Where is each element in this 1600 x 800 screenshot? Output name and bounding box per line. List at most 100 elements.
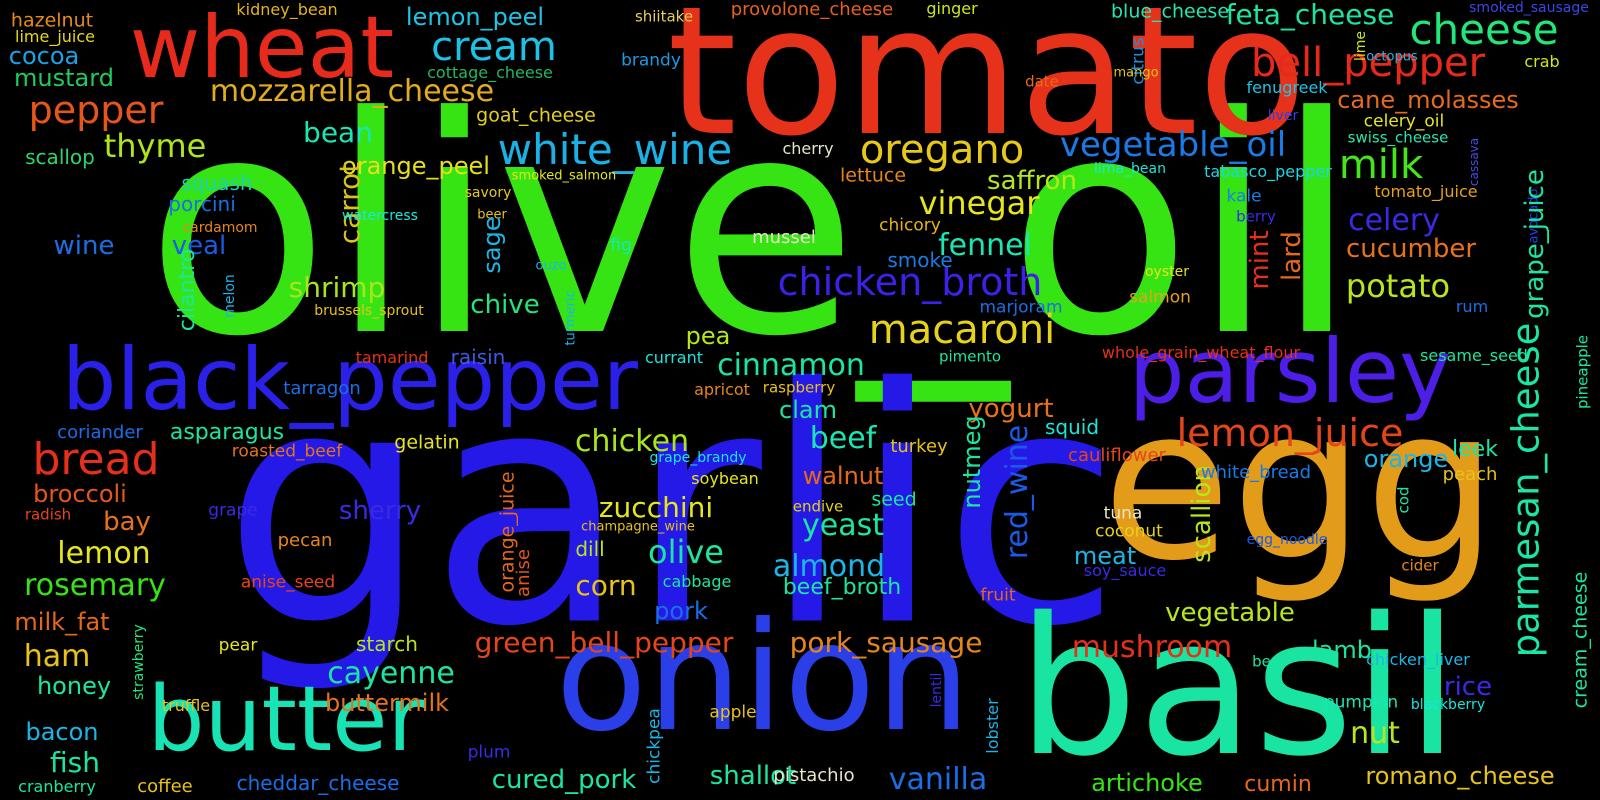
word-milk: milk bbox=[1338, 142, 1424, 188]
word-mustard: mustard bbox=[14, 64, 114, 92]
word-romano-cheese: romano_cheese bbox=[1365, 762, 1555, 790]
word-salmon: salmon bbox=[1129, 287, 1191, 308]
word-almond: almond bbox=[772, 549, 886, 584]
word-octopus: octopus bbox=[1366, 49, 1418, 65]
word-champagne-wine: champagne_wine bbox=[581, 519, 695, 535]
word-meat: meat bbox=[1073, 542, 1137, 570]
word-fish: fish bbox=[50, 746, 100, 779]
word-wine: wine bbox=[53, 231, 115, 261]
word-plum: plum bbox=[467, 742, 511, 763]
word-lemon-peel: lemon_peel bbox=[405, 3, 545, 31]
word-liver: liver bbox=[1267, 108, 1299, 124]
word-saffron: saffron bbox=[987, 166, 1077, 196]
word-orange-peel: orange_peel bbox=[342, 152, 490, 180]
word-provolone-cheese: provolone_cheese bbox=[730, 0, 894, 20]
word-vegetable: vegetable bbox=[1165, 598, 1295, 628]
word-mozzarella-cheese: mozzarella_cheese bbox=[209, 74, 495, 109]
word-beef-broth: beef_broth bbox=[782, 575, 902, 600]
word-turkey: turkey bbox=[890, 436, 948, 457]
word-chicken-liver: chicken_liver bbox=[1366, 650, 1470, 669]
word-olive: olive bbox=[648, 533, 724, 571]
word-lentil: lentil bbox=[929, 672, 945, 708]
word-mango: mango bbox=[1113, 65, 1159, 81]
word-mussel: mussel bbox=[752, 227, 816, 248]
word-dill: dill bbox=[575, 537, 605, 561]
word-white-bread: white_bread bbox=[1200, 462, 1312, 483]
word-gelatin: gelatin bbox=[394, 431, 460, 454]
word-garlic: garlic bbox=[222, 318, 1122, 698]
word-anise-seed: anise_seed bbox=[240, 572, 336, 593]
word-lemon: lemon bbox=[57, 536, 151, 571]
word-beet: beet bbox=[1252, 652, 1286, 671]
word-oregano: oregano bbox=[859, 127, 1025, 173]
word-hazelnut: hazelnut bbox=[10, 9, 94, 32]
word-oyster: oyster bbox=[1144, 264, 1190, 280]
word-turmeric: turmeric bbox=[563, 290, 579, 346]
word-lima-bean: lima_bean bbox=[1094, 161, 1166, 177]
word-anise: anise bbox=[513, 549, 534, 597]
word-pimento: pimento bbox=[938, 347, 1002, 366]
word-tamarind: tamarind bbox=[355, 348, 429, 367]
word-shallot: shallot bbox=[709, 761, 797, 791]
word-cod: cod bbox=[1394, 486, 1413, 514]
word-coconut: coconut bbox=[1095, 521, 1163, 542]
word-celery-oil: celery_oil bbox=[1363, 111, 1445, 132]
word-apricot: apricot bbox=[694, 380, 750, 399]
word-tabasco-pepper: tabasco_pepper bbox=[1204, 162, 1332, 181]
word-cardamom: cardamom bbox=[182, 220, 258, 236]
word-tomato-juice: tomato_juice bbox=[1374, 182, 1478, 201]
word-raspberry: raspberry bbox=[762, 378, 836, 397]
word-pork-sausage: pork_sausage bbox=[789, 626, 983, 659]
word-green-bell-pepper: green_bell_pepper bbox=[474, 626, 734, 659]
word-lime-juice: lime_juice bbox=[15, 27, 95, 46]
word-brussels-sprout: brussels_sprout bbox=[314, 303, 424, 319]
word-truffle: truffle bbox=[161, 696, 211, 715]
word-olive-oil: olive_oil bbox=[145, 53, 1359, 402]
word-bay: bay bbox=[103, 507, 151, 537]
word-walnut: walnut bbox=[802, 462, 884, 490]
word-kidney-bean: kidney_bean bbox=[236, 0, 338, 19]
word-coffee: coffee bbox=[137, 776, 193, 797]
word-egg: egg bbox=[1102, 362, 1498, 607]
word-yeast: yeast bbox=[802, 508, 884, 543]
word-bean: bean bbox=[303, 116, 373, 149]
word-orange: orange bbox=[1363, 445, 1449, 473]
word-grape-brandy: grape_brandy bbox=[649, 450, 747, 466]
word-parsley: parsley bbox=[1128, 320, 1452, 423]
word-vegetable-oil: vegetable_oil bbox=[1059, 125, 1287, 165]
word-corn: corn bbox=[575, 569, 637, 602]
word-cane-molasses: cane_molasses bbox=[1337, 86, 1519, 114]
word-rosemary: rosemary bbox=[24, 568, 166, 603]
word-cumin: cumin bbox=[1244, 772, 1312, 797]
word-mushroom: mushroom bbox=[1071, 630, 1233, 665]
word-peach: peach bbox=[1442, 464, 1498, 485]
word-cheese: cheese bbox=[1409, 5, 1559, 54]
word-cured-pork: cured_pork bbox=[491, 765, 637, 795]
word-blue-cheese: blue_cheese bbox=[1110, 0, 1230, 23]
word-fenugreek: fenugreek bbox=[1246, 78, 1328, 97]
word-chickpea: chickpea bbox=[644, 708, 665, 784]
word-berry: berry bbox=[1236, 207, 1276, 226]
word-pistachio: pistachio bbox=[773, 765, 855, 786]
word-celery: celery bbox=[1348, 203, 1440, 238]
word-kale: kale bbox=[1226, 186, 1262, 207]
word-zucchini: zucchini bbox=[598, 491, 714, 524]
word-yogurt: yogurt bbox=[968, 394, 1054, 424]
word-thyme: thyme bbox=[103, 127, 207, 165]
word-rice: rice bbox=[1443, 672, 1493, 702]
word-lard: lard bbox=[1277, 231, 1307, 281]
word-swiss-cheese: swiss_cheese bbox=[1347, 128, 1449, 147]
word-soy-sauce: soy_sauce bbox=[1083, 561, 1167, 580]
word-wheat: wheat bbox=[129, 0, 395, 98]
word-whole-grain-wheat-flour: whole_grain_wheat_flour bbox=[1101, 343, 1301, 362]
word-fennel: fennel bbox=[938, 228, 1032, 263]
word-porcini: porcini bbox=[168, 192, 236, 216]
word-bread: bread bbox=[32, 434, 160, 485]
word-pea: pea bbox=[685, 322, 731, 350]
word-melon: melon bbox=[222, 274, 238, 318]
word-leek: leek bbox=[1452, 437, 1498, 462]
word-cherry: cherry bbox=[782, 139, 834, 158]
word-rum: rum bbox=[1455, 297, 1489, 316]
word-cocoa: cocoa bbox=[8, 42, 80, 70]
word-lime: lime bbox=[1353, 30, 1369, 62]
